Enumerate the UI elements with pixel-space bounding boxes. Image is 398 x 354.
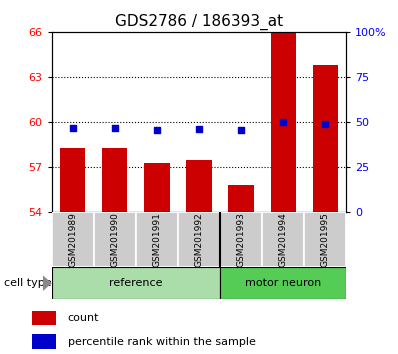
FancyBboxPatch shape bbox=[52, 212, 94, 267]
Bar bbox=[32, 311, 56, 325]
Point bbox=[196, 126, 202, 132]
Text: motor neuron: motor neuron bbox=[245, 278, 321, 288]
Bar bbox=[312, 65, 338, 212]
Text: percentile rank within the sample: percentile rank within the sample bbox=[68, 337, 256, 347]
FancyBboxPatch shape bbox=[52, 267, 220, 299]
FancyBboxPatch shape bbox=[220, 267, 346, 299]
Bar bbox=[186, 160, 212, 212]
Text: count: count bbox=[68, 313, 99, 323]
FancyBboxPatch shape bbox=[178, 212, 220, 267]
FancyBboxPatch shape bbox=[262, 212, 304, 267]
Point bbox=[238, 127, 244, 133]
Text: GSM201992: GSM201992 bbox=[195, 212, 203, 267]
Point bbox=[112, 126, 118, 131]
Bar bbox=[144, 163, 170, 212]
Point bbox=[322, 121, 328, 127]
Text: GSM201994: GSM201994 bbox=[279, 212, 288, 267]
FancyBboxPatch shape bbox=[304, 212, 346, 267]
Text: GSM201993: GSM201993 bbox=[236, 212, 246, 267]
Polygon shape bbox=[43, 275, 52, 291]
Point bbox=[70, 126, 76, 131]
Bar bbox=[228, 185, 254, 212]
FancyBboxPatch shape bbox=[94, 212, 136, 267]
Bar bbox=[60, 148, 86, 212]
Bar bbox=[102, 148, 127, 212]
Text: reference: reference bbox=[109, 278, 163, 288]
Text: GSM201995: GSM201995 bbox=[321, 212, 330, 267]
Text: GSM201990: GSM201990 bbox=[110, 212, 119, 267]
Text: GSM201989: GSM201989 bbox=[68, 212, 77, 267]
Text: GSM201991: GSM201991 bbox=[152, 212, 162, 267]
Bar bbox=[32, 335, 56, 349]
Point bbox=[154, 127, 160, 133]
Point bbox=[280, 119, 286, 125]
Text: GDS2786 / 186393_at: GDS2786 / 186393_at bbox=[115, 14, 283, 30]
Bar bbox=[271, 32, 296, 212]
FancyBboxPatch shape bbox=[220, 212, 262, 267]
Text: cell type: cell type bbox=[4, 278, 52, 288]
FancyBboxPatch shape bbox=[136, 212, 178, 267]
